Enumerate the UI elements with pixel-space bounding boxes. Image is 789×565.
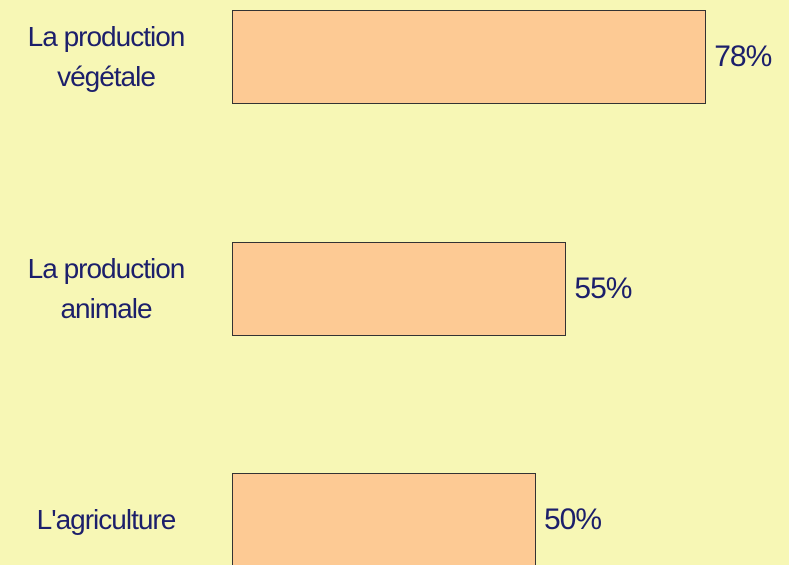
value-label: 78%	[714, 40, 772, 73]
bar	[232, 241, 567, 336]
category-label: La production végétale	[27, 21, 186, 92]
category-label: La production animale	[27, 252, 186, 324]
bar	[232, 10, 707, 104]
value-label: 50%	[544, 503, 602, 536]
category-label: L'agriculture	[36, 504, 177, 535]
bar	[232, 473, 536, 565]
value-label: 55%	[574, 271, 632, 305]
